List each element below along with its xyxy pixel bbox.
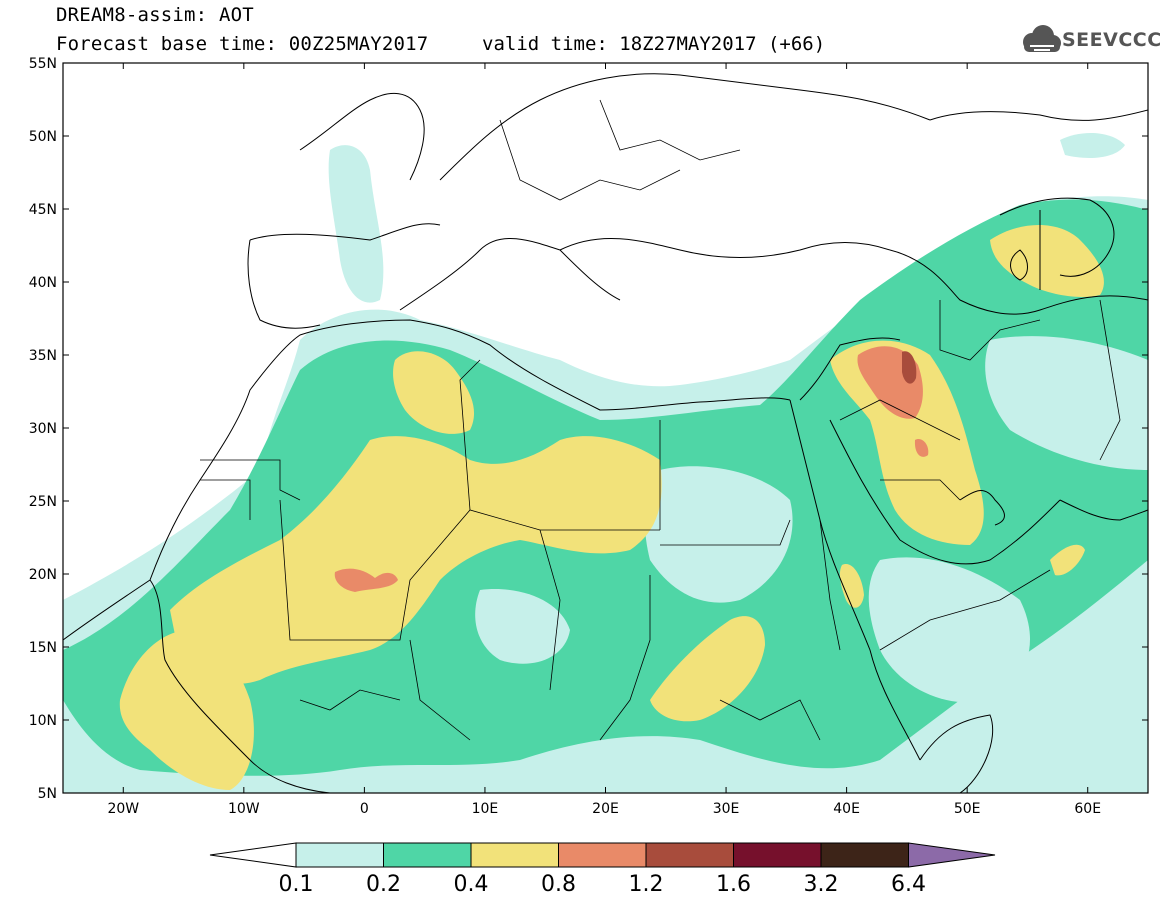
colorbar-segment — [470, 842, 559, 868]
lat-label: 20N — [29, 567, 57, 583]
aot-band-0.4-sudan — [650, 616, 765, 722]
lat-label: 30N — [29, 421, 57, 437]
lat-label: 55N — [29, 56, 57, 72]
longitude-axis: 20W 10W 0 10E 20E 30E 40E 50E 60E — [107, 63, 1101, 817]
aot-hole-light-3 — [868, 557, 1030, 703]
latitude-axis: 55N 50N 45N 40N 35N 30N 25N 20N 15N 10N 5N — [29, 56, 1148, 802]
aot-band-0.4-north — [393, 351, 475, 434]
colorbar-segment — [383, 842, 472, 868]
forecast-base-time: Forecast base time: 00Z25MAY2017 — [56, 33, 429, 55]
colorbar-label: 1.2 — [628, 872, 664, 897]
colorbar-segment — [820, 842, 909, 868]
colorbar-label: 3.2 — [803, 872, 839, 897]
lat-label: 40N — [29, 275, 57, 291]
lon-label: 40E — [833, 801, 860, 817]
aot-shading — [63, 133, 1148, 793]
coastlines — [63, 73, 1148, 793]
colorbar-over-triangle — [908, 842, 996, 868]
lat-label: 15N — [29, 640, 57, 656]
colorbar-segment — [645, 842, 734, 868]
aot-band-0.4-caspian — [990, 225, 1104, 297]
aot-hole-light-1 — [644, 466, 793, 603]
aot-band-0.4-oman — [1050, 544, 1085, 576]
lon-label: 0 — [360, 801, 369, 817]
aot-band-0.4-iraq — [830, 340, 984, 545]
lat-label: 25N — [29, 494, 57, 510]
aot-band-0.4-eritrea — [839, 564, 864, 608]
aot-band-1.2-iraq — [902, 351, 917, 384]
lon-label: 30E — [713, 801, 740, 817]
lat-label: 50N — [29, 129, 57, 145]
lon-label: 20W — [107, 801, 139, 817]
cloud-logo-icon — [1023, 25, 1061, 52]
valid-time: valid time: 18Z27MAY2017 (+66) — [482, 33, 826, 55]
aot-band-0.4-westafrica — [119, 630, 254, 790]
colorbar-label: 0.2 — [366, 872, 401, 897]
colorbar — [209, 842, 996, 868]
lon-label: 20E — [592, 801, 619, 817]
lat-label: 10N — [29, 713, 57, 729]
colorbar-segment — [733, 842, 822, 868]
colorbar-label: 0.4 — [453, 872, 489, 897]
colorbar-under-triangle — [209, 842, 297, 868]
country-borders — [200, 99, 1121, 741]
lon-label: 50E — [954, 801, 981, 817]
aot-band-0.1-ne — [1060, 133, 1125, 158]
lat-label: 35N — [29, 348, 57, 364]
aot-band-0.1-north — [328, 145, 384, 303]
colorbar-label: 0.1 — [278, 872, 314, 897]
lon-label: 60E — [1074, 801, 1101, 817]
aot-band-0.8-mali — [334, 568, 398, 592]
colorbar-label: 6.4 — [891, 872, 926, 897]
lon-label: 10W — [228, 801, 260, 817]
colorbar-segment — [558, 842, 647, 868]
lat-label: 45N — [29, 202, 57, 218]
lon-label: 10E — [472, 801, 499, 817]
map-title: DREAM8-assim: AOT — [56, 4, 254, 26]
aot-band-0.4-sahara — [170, 436, 662, 684]
lat-label: 5N — [38, 786, 57, 802]
colorbar-label: 0.8 — [541, 872, 576, 897]
colorbar-segment — [295, 842, 384, 868]
aot-hole-light-4 — [985, 336, 1148, 470]
aot-hole-light-2 — [475, 589, 570, 664]
colorbar-label: 1.6 — [716, 872, 751, 897]
aot-band-0.8-gulf — [914, 439, 929, 457]
logo-text: SEEVCCC — [1062, 29, 1162, 51]
